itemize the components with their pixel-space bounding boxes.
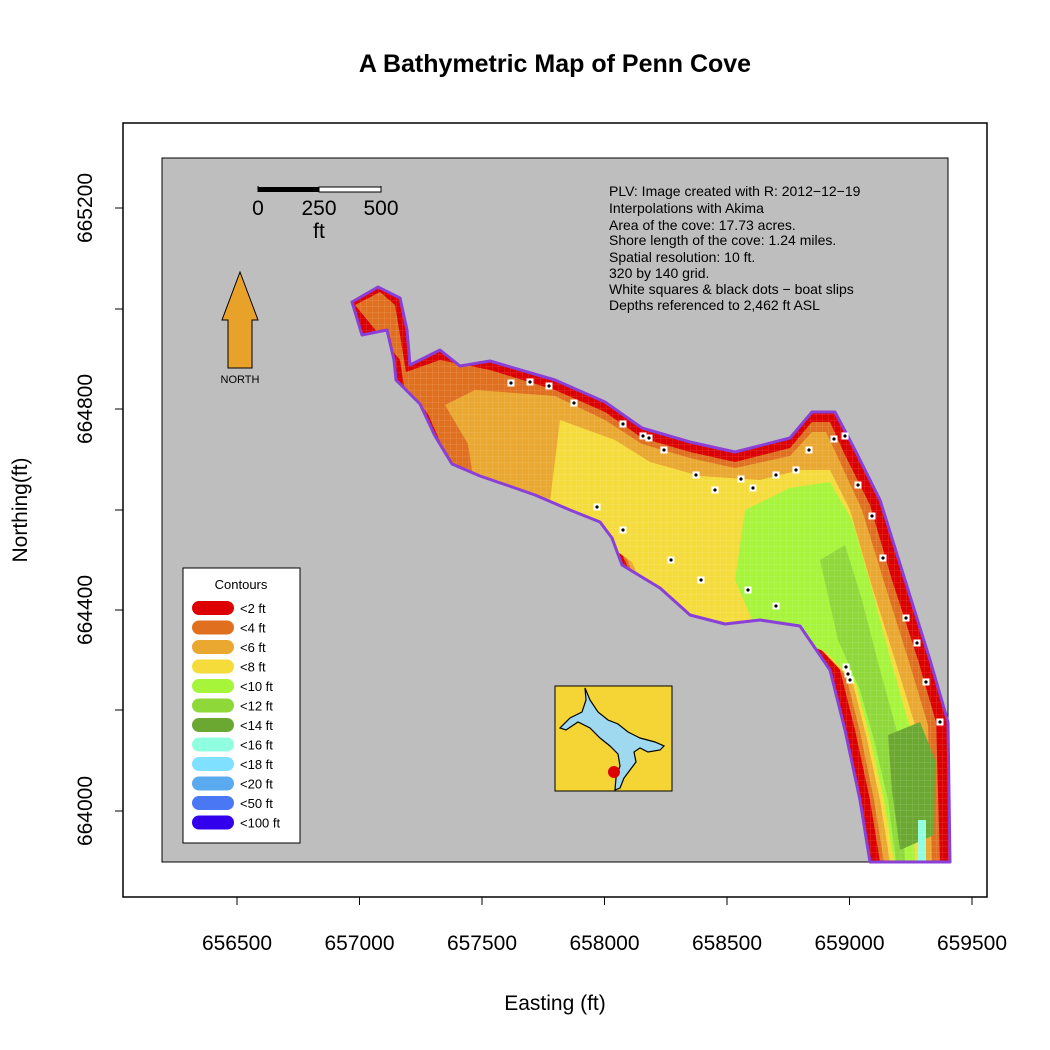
- legend-swatch: [192, 620, 234, 635]
- legend-swatch: [192, 757, 234, 771]
- legend-swatch: [192, 718, 234, 732]
- legend-label: <8 ft: [240, 660, 266, 675]
- north-label: NORTH: [221, 374, 260, 386]
- legend-swatch: [192, 776, 234, 791]
- boat-slip-dot: [856, 483, 860, 487]
- legend-title: Contours: [215, 577, 268, 592]
- legend-label: <4 ft: [240, 621, 266, 636]
- boat-slip-dot: [844, 665, 848, 669]
- x-tick-label: 659000: [814, 932, 884, 955]
- boat-slip-dot: [547, 384, 551, 388]
- x-tick-label: 656500: [202, 932, 272, 955]
- inset-location-marker: [608, 766, 620, 778]
- legend-label: <100 ft: [240, 816, 281, 831]
- scale-bar: 0 250 500 ft: [252, 186, 399, 243]
- info-line: Depths referenced to 2,462 ft ASL: [609, 297, 820, 313]
- boat-slip-dot: [739, 477, 743, 481]
- legend-swatch: [192, 698, 234, 713]
- boat-slip-dot: [621, 528, 625, 532]
- legend-swatch: [192, 659, 234, 674]
- north-arrow-icon: [221, 270, 259, 369]
- x-axis: 656500 657000 657500 658000 658500 659000 6595…: [202, 896, 1007, 1015]
- boat-slip-dot: [870, 514, 874, 518]
- info-line: Spatial resolution: 10 ft.: [609, 249, 755, 265]
- legend-label: <12 ft: [240, 699, 273, 714]
- legend-label: <50 ft: [240, 796, 273, 811]
- y-axis: 664000 664400 664800 665200 Northing(ft): [9, 173, 124, 846]
- boat-slip-dot: [848, 678, 852, 682]
- x-axis-label: Easting (ft): [504, 992, 606, 1015]
- boat-slip-dot: [669, 558, 673, 562]
- info-line: Shore length of the cove: 1.24 miles.: [609, 232, 836, 248]
- boat-slip-dot: [938, 720, 942, 724]
- boat-slip-dot: [774, 604, 778, 608]
- boat-slip-dot: [595, 505, 599, 509]
- info-line: PLV: Image created with R: 2012−12−19: [609, 183, 861, 199]
- boat-slip-dot: [509, 381, 513, 385]
- scale-label-250: 250: [301, 197, 336, 220]
- boat-slip-dot: [641, 434, 645, 438]
- y-tick-label: 664400: [74, 575, 97, 645]
- boat-slip-dot: [662, 448, 666, 452]
- legend-swatch: [192, 679, 234, 693]
- x-tick-label: 659500: [937, 932, 1007, 955]
- boat-slip-dot: [746, 588, 750, 592]
- legend-label: <16 ft: [240, 738, 273, 753]
- x-tick-label: 658500: [692, 932, 762, 955]
- boat-slip-dot: [572, 401, 576, 405]
- legend-label: <20 ft: [240, 777, 273, 792]
- inset-locator-map: [554, 685, 673, 792]
- legend-swatch: [192, 601, 234, 615]
- boat-slip-dot: [694, 473, 698, 477]
- legend-swatch: [192, 640, 234, 654]
- legend-label: <2 ft: [240, 601, 266, 616]
- scale-label-0: 0: [252, 197, 264, 220]
- boat-slip-dot: [881, 556, 885, 560]
- info-line: 320 by 140 grid.: [609, 265, 709, 281]
- boat-slip-dot: [647, 436, 651, 440]
- boat-slip-dot: [843, 434, 847, 438]
- legend-swatch: [192, 737, 234, 752]
- x-tick-label: 657500: [447, 932, 517, 955]
- y-tick-label: 664000: [74, 776, 97, 846]
- y-tick-label: 665200: [74, 173, 97, 243]
- boat-slip-dot: [915, 641, 919, 645]
- boat-slip-dot: [807, 448, 811, 452]
- boat-slip-dot: [904, 616, 908, 620]
- info-text-block: PLV: Image created with R: 2012−12−19 In…: [609, 183, 861, 313]
- legend-label: <14 ft: [240, 718, 273, 733]
- info-line: Interpolations with Akima: [609, 200, 764, 216]
- scale-unit: ft: [313, 220, 325, 243]
- boat-slip-dot: [846, 672, 850, 676]
- boat-slip-dot: [924, 680, 928, 684]
- legend-swatch: [192, 815, 234, 830]
- y-tick-label: 664800: [74, 374, 97, 444]
- map-title: A Bathymetric Map of Penn Cove: [359, 50, 751, 78]
- inset-water: [558, 687, 666, 791]
- info-line: Area of the cove: 17.73 acres.: [609, 217, 796, 233]
- boat-slip-markers: [507, 378, 944, 726]
- legend-label: <6 ft: [240, 640, 266, 655]
- boat-slip-dot: [794, 468, 798, 472]
- boat-slip-dot: [621, 422, 625, 426]
- boat-slip-dot: [774, 473, 778, 477]
- scale-label-500: 500: [363, 197, 398, 220]
- y-axis-label: Northing(ft): [9, 457, 32, 562]
- boat-slip-dot: [832, 437, 836, 441]
- legend-label: <18 ft: [240, 757, 273, 772]
- legend-swatch: [192, 796, 234, 810]
- x-tick-label: 658000: [569, 932, 639, 955]
- boat-slip-dot: [528, 380, 532, 384]
- info-line: White squares & black dots − boat slips: [609, 281, 854, 297]
- boat-slip-dot: [699, 578, 703, 582]
- legend-label: <10 ft: [240, 679, 273, 694]
- cove-shoreline: [350, 285, 952, 864]
- north-arrow: NORTH: [221, 270, 260, 386]
- x-tick-label: 657000: [324, 932, 394, 955]
- contour-legend: Contours <2 ft <4 ft <6 ft <8 ft <10 ft <12 f…: [182, 567, 301, 844]
- boat-slip-dot: [751, 486, 755, 490]
- boat-slip-dot: [713, 488, 717, 492]
